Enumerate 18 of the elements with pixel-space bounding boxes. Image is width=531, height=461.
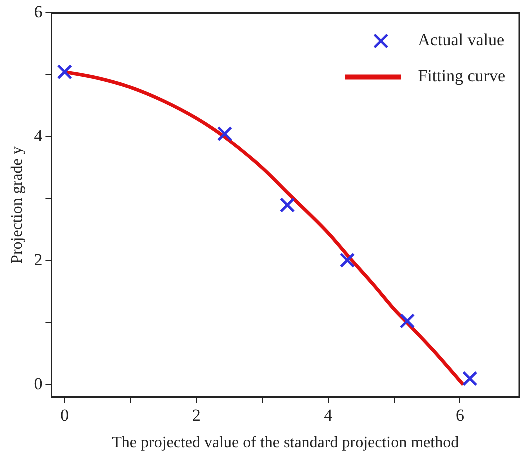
point	[57, 64, 72, 80]
y-tick-label: 4	[34, 126, 44, 146]
x-tick-label: 4	[324, 406, 334, 426]
y-tick-label: 0	[34, 374, 43, 394]
point	[217, 126, 233, 142]
x-tick-label: 0	[60, 406, 70, 426]
y-tick-label: 2	[34, 250, 43, 270]
legend-label: Fitting curve	[418, 66, 506, 86]
point	[462, 371, 478, 386]
x-axis-title: The projected value of the standard projection method	[112, 434, 460, 452]
y-tick-label: 6	[34, 2, 43, 22]
point	[400, 314, 416, 329]
legend-label: Actual value	[418, 30, 505, 50]
point	[340, 252, 356, 268]
y-axis-title: Projection grade y	[8, 146, 26, 264]
x-tick-label: 2	[192, 406, 201, 426]
x-tick-label: 6	[456, 406, 464, 426]
point	[280, 198, 296, 213]
